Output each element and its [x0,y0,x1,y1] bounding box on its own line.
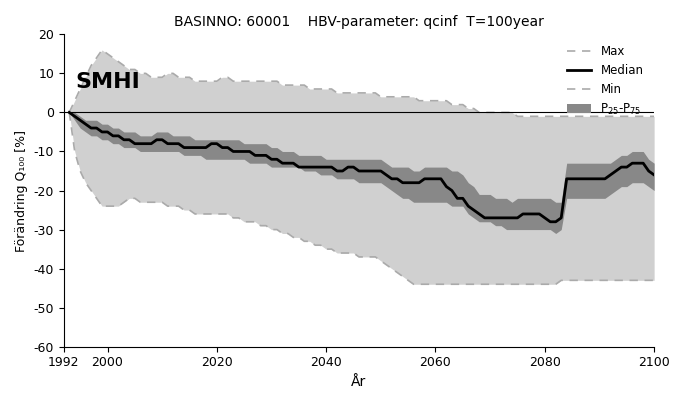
Legend: Max, Median, Min, P$_{25}$-P$_{75}$: Max, Median, Min, P$_{25}$-P$_{75}$ [562,40,648,122]
X-axis label: År: År [351,375,366,389]
Y-axis label: Förändring Q₁₀₀ [%]: Förändring Q₁₀₀ [%] [15,130,28,252]
Text: SMHI: SMHI [75,72,140,92]
Title: BASINNO: 60001    HBV-parameter: qcinf  T=100year: BASINNO: 60001 HBV-parameter: qcinf T=10… [174,15,544,29]
